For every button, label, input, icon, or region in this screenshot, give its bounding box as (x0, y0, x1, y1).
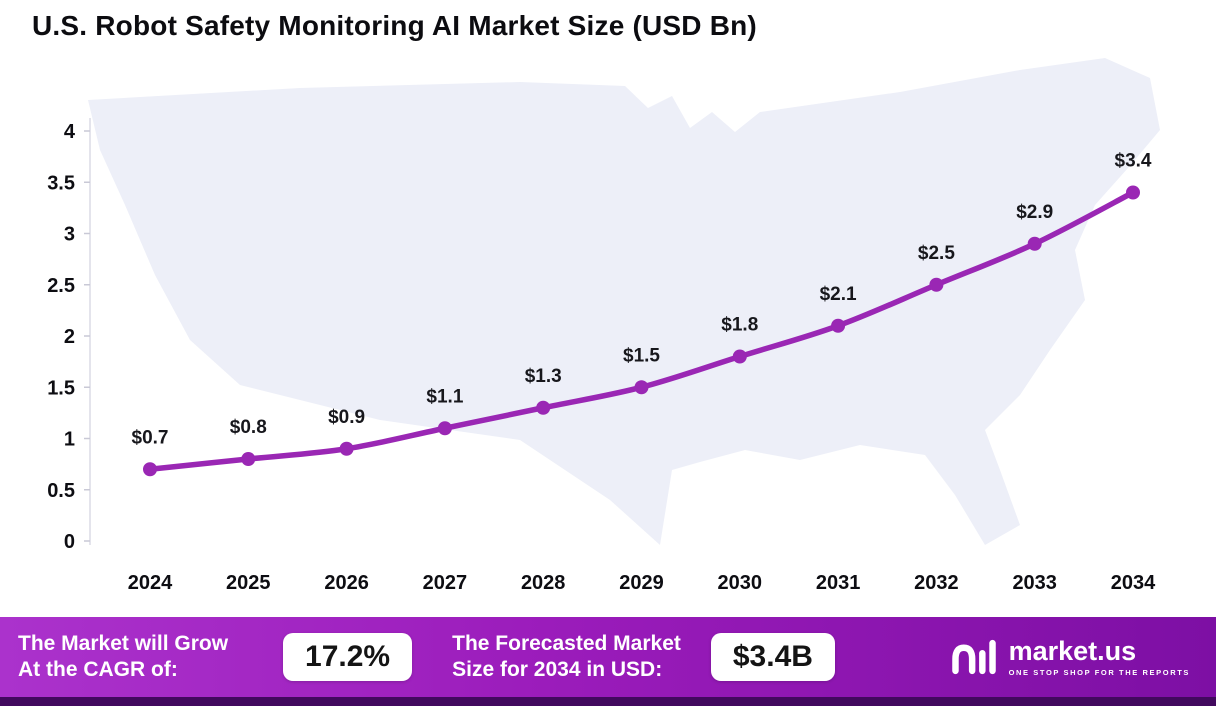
y-tick-label: 2.5 (47, 275, 75, 297)
x-tick-label: 2027 (423, 572, 468, 594)
data-point (1027, 236, 1042, 251)
brand-tagline: ONE STOP SHOP FOR THE REPORTS (1008, 667, 1190, 677)
data-point-label: $1.1 (426, 386, 463, 407)
x-tick-label: 2034 (1111, 572, 1156, 594)
data-point (437, 421, 452, 436)
y-tick-label: 0.5 (47, 480, 75, 502)
data-point-label: $0.8 (230, 417, 267, 438)
y-tick-label: 0 (64, 531, 75, 553)
data-point (241, 452, 256, 466)
cagr-label: The Market will Grow At the CAGR of: (18, 631, 228, 684)
brand-text: market.us ONE STOP SHOP FOR THE REPORTS (1008, 635, 1190, 677)
data-point (831, 318, 846, 333)
data-point-label: $3.4 (1115, 151, 1152, 172)
data-point-label: $1.5 (623, 345, 660, 366)
forecast-label-line1: The Forecasted Market (452, 631, 681, 655)
series-line (147, 189, 1136, 472)
data-point-label: $0.7 (132, 427, 169, 448)
y-tick-label: 3 (64, 224, 75, 246)
data-point-label: $1.3 (525, 366, 562, 387)
footer-strip (0, 697, 1216, 706)
forecast-label-line2: Size for 2034 in USD: (452, 658, 663, 681)
x-tick-label: 2029 (619, 572, 664, 594)
x-tick-label: 2033 (1012, 572, 1057, 594)
footer-banner: The Market will Grow At the CAGR of: 17.… (0, 617, 1216, 697)
data-point (732, 349, 747, 364)
y-tick-label: 4 (64, 121, 76, 143)
data-point (929, 277, 944, 292)
data-point (339, 441, 354, 456)
cagr-label-line1: The Market will Grow (18, 631, 229, 655)
data-point (536, 400, 551, 415)
data-point-label: $1.8 (721, 315, 758, 336)
data-point (634, 380, 649, 395)
page-title: U.S. Robot Safety Monitoring AI Market S… (32, 10, 757, 41)
marketus-logo-icon (951, 639, 996, 675)
forecast-value-pill: $3.4B (710, 633, 835, 681)
data-point (1126, 185, 1140, 200)
y-tick-label: 1 (64, 429, 75, 451)
x-tick-label: 2024 (128, 572, 173, 594)
x-tick-label: 2025 (226, 572, 271, 594)
forecast-label: The Forecasted Market Size for 2034 in U… (452, 631, 681, 684)
y-tick-label: 2 (64, 326, 75, 348)
data-point-label: $0.9 (328, 407, 365, 428)
x-tick-label: 2030 (718, 572, 763, 594)
chart-area: U.S. Robot Safety Monitoring AI Market S… (32, 10, 1160, 594)
brand-logo: market.us ONE STOP SHOP FOR THE REPORTS (949, 636, 1190, 678)
cagr-label-line2: At the CAGR of: (18, 658, 178, 681)
x-tick-label: 2028 (521, 572, 566, 594)
us-map-background (88, 58, 1160, 545)
forecast-value: $3.4B (732, 640, 813, 673)
data-point-label: $2.5 (918, 243, 955, 264)
data-point (143, 462, 157, 477)
y-tick-label: 1.5 (47, 377, 75, 399)
cagr-value-pill: 17.2% (283, 633, 413, 681)
x-tick-label: 2032 (914, 572, 959, 594)
x-tick-label: 2026 (324, 572, 369, 594)
cagr-value: 17.2% (305, 640, 391, 673)
line-chart: 0 0.5 1 1.5 2 2.5 3 3.5 4 $0.7 2024 $0.8 2025 $0.9 202… (47, 118, 1156, 594)
brand-name: market.us (1008, 635, 1137, 666)
data-point-label: $2.1 (820, 284, 857, 305)
y-tick-label: 3.5 (47, 172, 75, 194)
x-tick-label: 2031 (816, 572, 861, 594)
data-point-label: $2.9 (1016, 202, 1053, 223)
